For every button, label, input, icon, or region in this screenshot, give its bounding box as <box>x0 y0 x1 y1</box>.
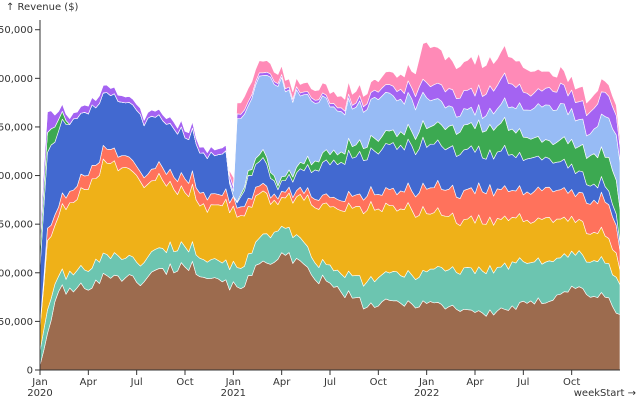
y-tick-label: 0 <box>27 366 33 377</box>
x-tick-label: Jan <box>31 377 47 388</box>
y-tick-label: 350,000 <box>0 25 33 36</box>
area-series-9 <box>39 41 621 236</box>
x-tick-label: Apr <box>466 377 484 388</box>
y-tick-label: 300,000 <box>0 74 33 85</box>
area-layers <box>39 41 621 371</box>
x-tick-label: Oct <box>370 377 387 388</box>
x-tick-label: Oct <box>176 377 193 388</box>
y-tick-label: 100,000 <box>0 268 33 279</box>
x-tick-label: Oct <box>563 377 580 388</box>
y-tick-label: 200,000 <box>0 171 33 182</box>
x-tick-label: Jul <box>130 377 143 388</box>
y-axis-label: ↑ Revenue ($) <box>6 2 79 13</box>
x-tick-year-label: 2022 <box>414 388 439 399</box>
x-tick-year-label: 2021 <box>221 388 246 399</box>
y-tick-label: 250,000 <box>0 122 33 133</box>
x-axis-label: weekStart → <box>574 388 636 399</box>
x-tick-year-label: 2020 <box>27 388 52 399</box>
x-tick-label: Apr <box>80 377 98 388</box>
x-tick-label: Jan <box>418 377 434 388</box>
x-tick-label: Jul <box>323 377 336 388</box>
y-tick-label: 50,000 <box>0 317 33 328</box>
x-tick-label: Apr <box>273 377 291 388</box>
y-tick-label: 150,000 <box>0 220 33 231</box>
x-tick-label: Jul <box>516 377 529 388</box>
x-tick-label: Jan <box>225 377 241 388</box>
y-axis: 0 50,000 100,000 150,000 200,000 250,000 300,0… <box>0 20 41 377</box>
